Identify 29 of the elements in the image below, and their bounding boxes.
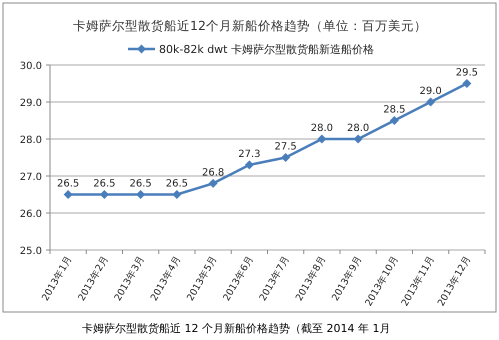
text: 卡姆萨尔型散货船近 12 个月新船价格趋势（截至 2014 年 1月 [82,322,390,335]
data-label: 26.5 [129,178,152,190]
point [354,134,363,144]
point [244,160,254,170]
y-tick-label: 25.0 [20,246,42,257]
data-label: 26.5 [166,178,188,190]
legend-label: 80k-82k dwt 卡姆萨尔型散货船新造船价格 [159,43,374,56]
data-label: 26.5 [56,178,80,190]
data-label: 26.5 [93,178,116,190]
y-tick-label: 27.0 [20,172,42,183]
point [462,79,472,88]
data-label: 28.0 [310,123,334,134]
data-label: 26.8 [202,167,224,178]
y-tick-label: 30.0 [20,61,42,72]
point [317,134,326,144]
data-label: 28.0 [346,123,370,134]
chart-title: 卡姆萨尔型散货船近12个月新船价格趋势（单位：百万美元） [73,18,427,33]
point [426,98,436,106]
data-label: 28.5 [383,104,406,116]
y-tick-label: 28.0 [20,135,42,146]
y-tick-label: 26.0 [20,209,42,220]
data-label: 29.0 [419,86,442,97]
point [208,178,218,188]
point [390,116,399,125]
point [281,153,290,162]
y-tick-label: 29.0 [20,98,42,109]
data-label: 27.3 [238,148,261,160]
data-label: 27.5 [274,142,297,152]
data-label: 29.5 [456,68,478,78]
